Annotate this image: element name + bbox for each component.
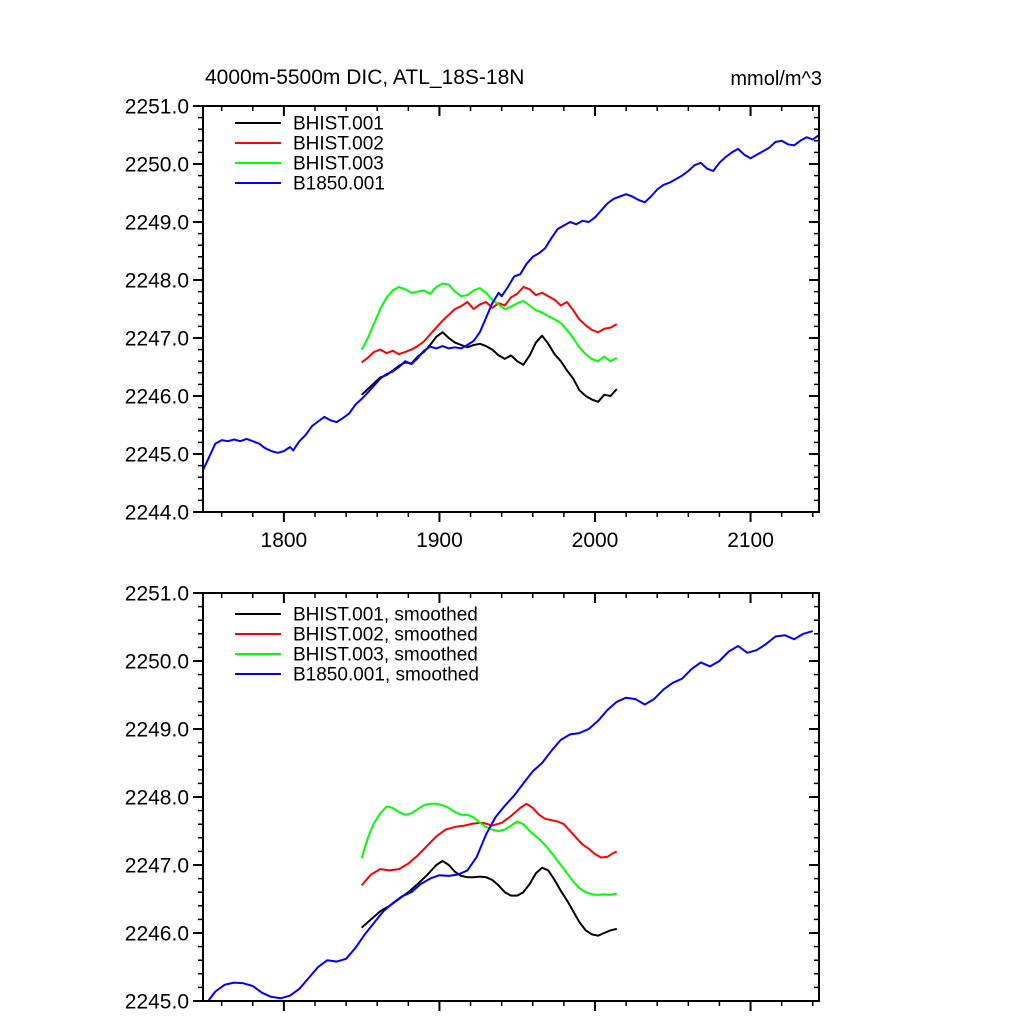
series-group <box>206 630 814 1002</box>
x-tick-label: 1800 <box>261 529 308 552</box>
y-tick-label: 2249.0 <box>125 718 189 741</box>
legend-label: BHIST.002, smoothed <box>293 625 478 646</box>
y-tick-label: 2250.0 <box>125 153 189 176</box>
series-line-BHIST.003 <box>360 282 618 363</box>
series-line-BHIST.002, smoothed <box>360 802 618 887</box>
series-line-BHIST.003, smoothed <box>360 802 618 896</box>
legend-label: BHIST.003, smoothed <box>293 645 478 666</box>
y-tick-label: 2249.0 <box>125 211 189 234</box>
series-group <box>202 134 820 471</box>
y-tick-label: 2247.0 <box>125 854 189 877</box>
y-tick-label: 2245.0 <box>125 443 189 466</box>
x-axis-ticks <box>220 593 814 1011</box>
y-tick-label: 2246.0 <box>125 922 189 945</box>
y-tick-label: 2244.0 <box>125 501 189 524</box>
plot-frame <box>202 105 820 513</box>
legend-label: BHIST.001, smoothed <box>293 605 478 626</box>
y-tick-label: 2246.0 <box>125 385 189 408</box>
series-line-B1850.001 <box>202 134 820 471</box>
y-axis-ticks <box>193 592 819 1002</box>
legend-label: BHIST.003 <box>293 154 384 175</box>
series-line-BHIST.001, smoothed <box>361 859 618 937</box>
legend-label: BHIST.001 <box>293 114 384 135</box>
panel-smoothed: 2251.0 2250.0 2249.0 2248.0 2247.0 2246.0 2245… <box>125 582 820 1013</box>
legend-label: B1850.001 <box>293 174 385 195</box>
y-axis-ticks <box>193 105 819 513</box>
x-tick-label: 1900 <box>416 529 463 552</box>
panel-raw: 2251.0 2250.0 2249.0 2248.0 2247.0 2246.0 2245… <box>125 95 820 552</box>
legend-label: BHIST.002 <box>293 134 384 155</box>
y-tick-label: 2248.0 <box>125 269 189 292</box>
x-axis-ticks <box>220 106 814 522</box>
y-tick-label: 2251.0 <box>125 95 189 118</box>
y-tick-label: 2251.0 <box>125 582 189 605</box>
units-label: mmol/m^3 <box>730 68 822 90</box>
x-tick-label: 2000 <box>572 529 619 552</box>
x-tick-label: 2100 <box>727 529 774 552</box>
chart-title: 4000m-5500m DIC, ATL_18S-18N <box>205 66 525 89</box>
y-tick-label: 2245.0 <box>125 990 189 1013</box>
y-tick-label: 2248.0 <box>125 786 189 809</box>
y-tick-label: 2250.0 <box>125 650 189 673</box>
legend-label: B1850.001, smoothed <box>293 665 479 686</box>
series-line-B1850.001, smoothed <box>206 630 814 1002</box>
y-tick-label: 2247.0 <box>125 327 189 350</box>
series-line-BHIST.002 <box>361 286 618 364</box>
